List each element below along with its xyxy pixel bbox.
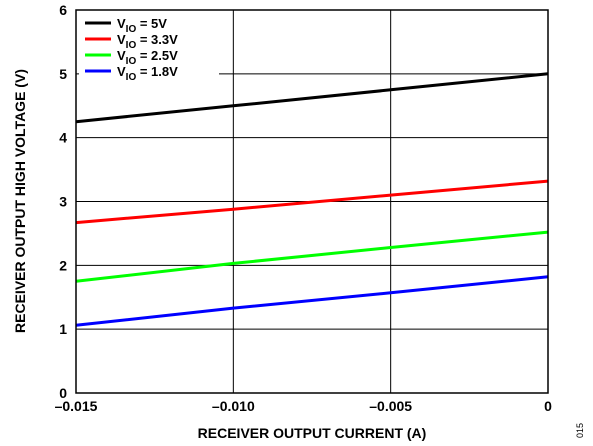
y-tick-label: 5 (59, 66, 67, 82)
y-tick-label: 6 (59, 2, 67, 18)
series-line (75, 179, 549, 225)
legend-label-subscript: IO (126, 40, 137, 51)
x-tick-label: –0.005 (369, 398, 412, 414)
legend-label-value: = 2.5V (136, 48, 178, 63)
y-axis-label: RECEIVER OUTPUT HIGH VOLTAGE (V) (12, 69, 28, 333)
legend-background (79, 13, 219, 85)
legend-label: VIO = 1.8V (117, 64, 178, 83)
legend-label-value: = 1.8V (136, 64, 178, 79)
x-tick-label: –0.010 (212, 398, 255, 414)
x-tick-label: 0 (544, 398, 552, 414)
y-tick-label: 4 (59, 130, 67, 146)
legend-label-subscript: IO (126, 72, 137, 83)
x-tick-label: –0.015 (55, 398, 98, 414)
y-tick-label: 1 (59, 321, 67, 337)
plot-frame (75, 9, 549, 394)
legend-label-value: = 5V (136, 16, 167, 31)
x-axis-label: RECEIVER OUTPUT CURRENT (A) (198, 425, 427, 441)
figure-id: 015 (575, 423, 585, 438)
y-tick-label: 2 (59, 257, 67, 273)
legend-label: VIO = 3.3V (117, 32, 178, 51)
series-line (75, 72, 549, 124)
legend-label-main: V (117, 32, 126, 47)
grid-lines (76, 10, 548, 393)
legend-label-main: V (117, 48, 126, 63)
legend-label-main: V (117, 64, 126, 79)
y-tick-label: 3 (59, 194, 67, 210)
legend-label: VIO = 2.5V (117, 48, 178, 67)
y-tick-label: 0 (59, 385, 67, 401)
legend-label-value: = 3.3V (136, 32, 178, 47)
tick-labels: –0.015 –0.010 –0.005 0 0 1 2 3 4 5 6 (55, 2, 553, 414)
legend-label-main: V (117, 16, 126, 31)
legend-label: VIO = 5V (117, 16, 167, 35)
series-line (75, 275, 549, 327)
series-line (75, 230, 549, 283)
legend-label-subscript: IO (126, 24, 137, 35)
series-lines (75, 72, 549, 327)
legend-label-subscript: IO (126, 56, 137, 67)
